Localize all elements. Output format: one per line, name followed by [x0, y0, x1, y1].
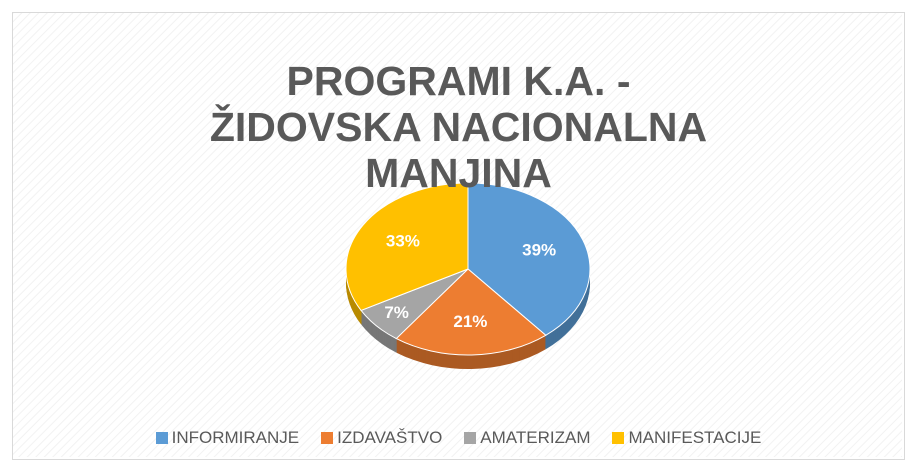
slice	[395, 268, 547, 356]
data-label: 7%	[384, 303, 409, 322]
legend-swatch	[321, 432, 334, 444]
legend-item: AMATERIZAM	[464, 428, 590, 448]
legend-label: IZDAVAŠTVO	[337, 428, 443, 447]
legend-swatch	[464, 432, 477, 444]
legend-item: MANIFESTACIJE	[612, 428, 761, 448]
legend-swatch	[612, 432, 625, 444]
legend-label: MANIFESTACIJE	[628, 428, 762, 447]
data-label: 33%	[386, 231, 420, 250]
legend: INFORMIRANJE IZDAVAŠTVO AMATERIZAM MANIFEST…	[0, 428, 917, 448]
legend-label: AMATERIZAM	[480, 428, 591, 447]
legend-item: INFORMIRANJE	[155, 428, 300, 448]
chart-frame	[12, 12, 905, 460]
slice	[345, 182, 469, 312]
slice	[467, 182, 591, 336]
legend-item: IZDAVAŠTVO	[321, 428, 442, 448]
legend-label: INFORMIRANJE	[171, 428, 300, 447]
legend-swatch	[155, 432, 168, 444]
data-label: 21%	[453, 312, 487, 331]
data-label: 39%	[522, 240, 556, 259]
chart-title: PROGRAMI K.A. - ŽIDOVSKA NACIONALNA MANJ…	[209, 58, 708, 196]
